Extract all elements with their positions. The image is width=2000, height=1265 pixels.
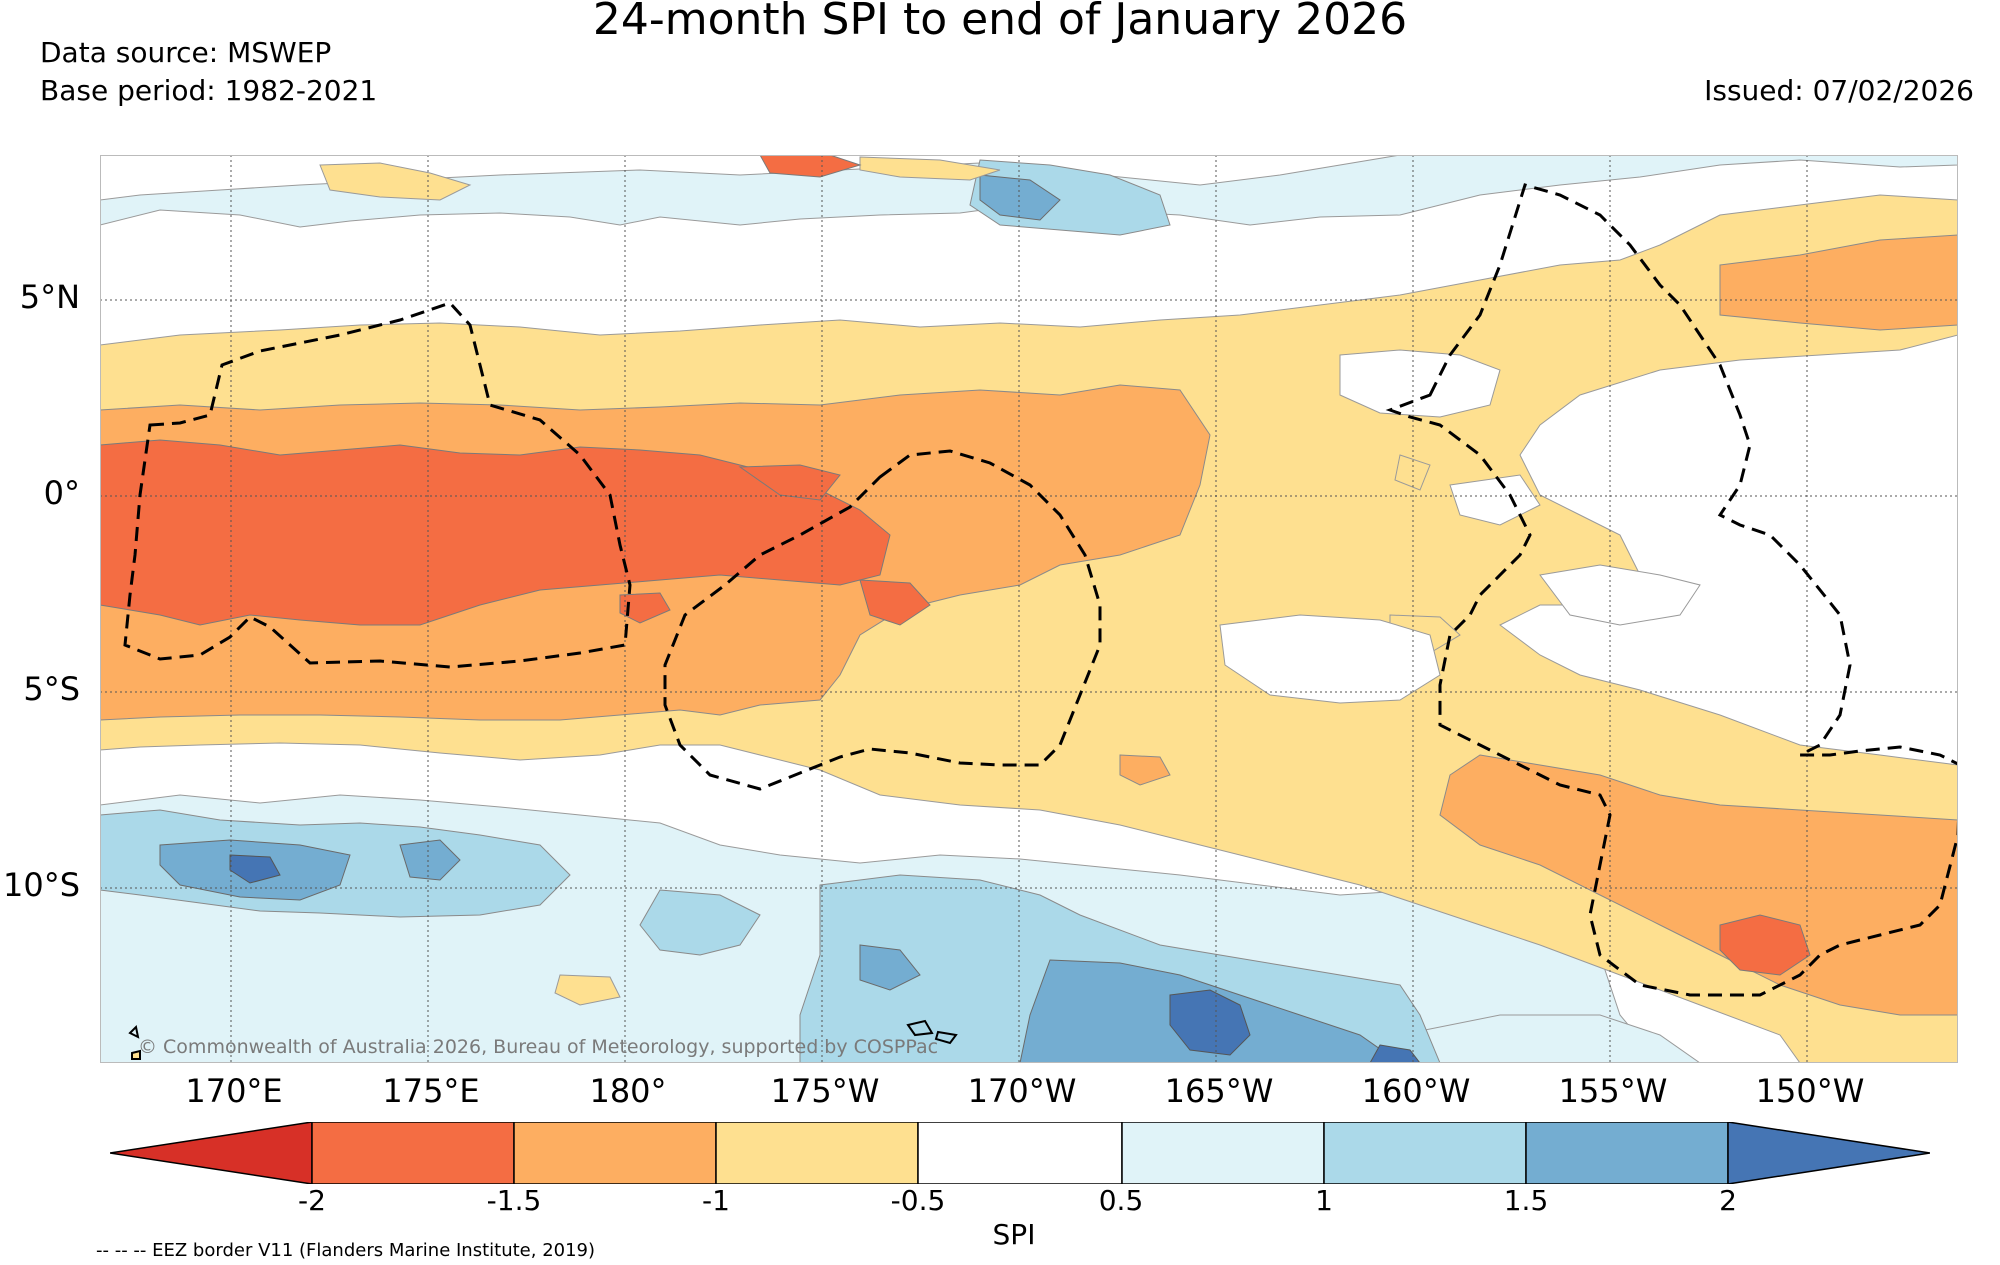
graticule xyxy=(100,155,1958,1063)
data-source: Data source: MSWEP xyxy=(40,36,332,69)
spi-band-near-normal-gaps xyxy=(1219,349,1701,704)
colorbar-segment-4 xyxy=(917,1122,1123,1184)
spi-map xyxy=(100,155,1958,1063)
lon-label-150w: 150°W xyxy=(1755,1072,1865,1110)
islands xyxy=(128,1019,958,1060)
lon-label-175e: 175°E xyxy=(382,1072,480,1110)
colorbar-segment-7 xyxy=(1525,1122,1729,1184)
colorbar-segment-1 xyxy=(311,1122,515,1184)
lon-label-165w: 165°W xyxy=(1164,1072,1274,1110)
colorbar-segment-0 xyxy=(110,1122,313,1184)
colorbar-tick: 1 xyxy=(1315,1184,1333,1217)
colorbar-segment-2 xyxy=(513,1122,717,1184)
eez-legend-note: -- -- -- EEZ border V11 (Flanders Marine… xyxy=(96,1240,596,1261)
spi-band-minus1p5-minus2 xyxy=(100,155,1811,976)
lon-label-180: 180° xyxy=(589,1072,667,1110)
colorbar-tick: 2 xyxy=(1719,1184,1737,1217)
spi-band-above-2 xyxy=(229,854,1421,1063)
colorbar-tick: 0.5 xyxy=(1098,1184,1144,1217)
lat-label-5s: 5°S xyxy=(23,670,80,708)
eez-borders xyxy=(123,183,1958,997)
colorbar-tick: -1 xyxy=(702,1184,730,1217)
map-title: 24-month SPI to end of January 2026 xyxy=(592,0,1408,45)
issued-date: Issued: 07/02/2026 xyxy=(1704,74,1974,107)
lat-label-10s: 10°S xyxy=(2,866,80,904)
colorbar-segment-3 xyxy=(715,1122,919,1184)
base-period: Base period: 1982-2021 xyxy=(40,74,378,107)
colorbar-segment-6 xyxy=(1323,1122,1527,1184)
lon-label-155w: 155°W xyxy=(1558,1072,1668,1110)
lon-label-170w: 170°W xyxy=(967,1072,1077,1110)
lat-label-5n: 5°N xyxy=(19,278,80,316)
lon-label-175w: 175°W xyxy=(770,1072,880,1110)
lon-label-160w: 160°W xyxy=(1361,1072,1471,1110)
colorbar-tick: -2 xyxy=(298,1184,326,1217)
map-frame xyxy=(100,155,1958,1063)
colorbar-tick: -1.5 xyxy=(486,1184,542,1217)
copyright-note: © Commonwealth of Australia 2026, Bureau… xyxy=(138,1036,939,1058)
colorbar-segment-5 xyxy=(1121,1122,1325,1184)
colorbar xyxy=(110,1122,1930,1184)
colorbar-tick: -0.5 xyxy=(890,1184,946,1217)
lat-label-0: 0° xyxy=(43,474,80,512)
colorbar-segment-8 xyxy=(1727,1122,1930,1184)
lon-label-170e: 170°E xyxy=(185,1072,283,1110)
colorbar-label: SPI xyxy=(992,1218,1036,1251)
colorbar-tick: 1.5 xyxy=(1503,1184,1549,1217)
